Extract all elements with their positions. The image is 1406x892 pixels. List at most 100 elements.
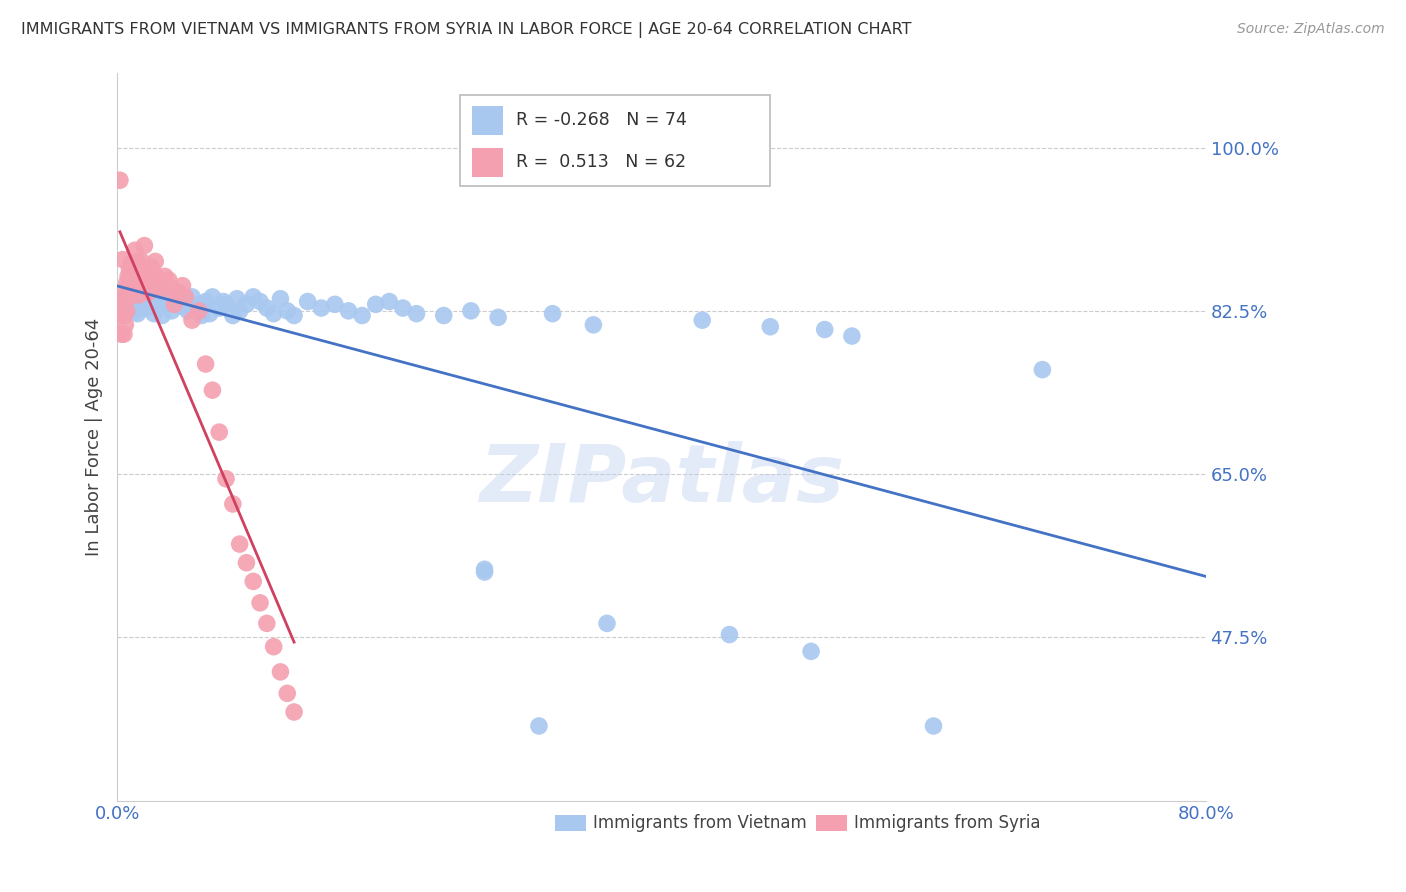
Point bbox=[297, 294, 319, 309]
Point bbox=[143, 254, 166, 268]
Point bbox=[194, 294, 217, 309]
Point bbox=[118, 301, 141, 315]
Point bbox=[187, 297, 209, 311]
Point bbox=[135, 301, 157, 315]
Point bbox=[125, 303, 148, 318]
Point bbox=[132, 273, 155, 287]
Point bbox=[141, 260, 163, 274]
Point bbox=[228, 537, 250, 551]
Point bbox=[378, 294, 401, 309]
Point bbox=[111, 309, 134, 323]
Point bbox=[269, 292, 291, 306]
Point bbox=[129, 269, 152, 284]
Point bbox=[153, 269, 176, 284]
Point bbox=[149, 294, 172, 309]
Point bbox=[1031, 362, 1053, 376]
Text: IMMIGRANTS FROM VIETNAM VS IMMIGRANTS FROM SYRIA IN LABOR FORCE | AGE 20-64 CORR: IMMIGRANTS FROM VIETNAM VS IMMIGRANTS FR… bbox=[21, 22, 911, 38]
Point bbox=[527, 719, 550, 733]
Point bbox=[139, 297, 162, 311]
Point bbox=[198, 307, 221, 321]
Point bbox=[352, 309, 374, 323]
Point bbox=[269, 665, 291, 679]
Point bbox=[181, 313, 204, 327]
Point bbox=[143, 299, 166, 313]
Point bbox=[541, 307, 564, 321]
Point bbox=[127, 285, 149, 300]
Point bbox=[323, 297, 346, 311]
Point bbox=[215, 297, 238, 311]
Point bbox=[112, 327, 135, 342]
Point bbox=[249, 596, 271, 610]
Point bbox=[135, 273, 157, 287]
Point bbox=[256, 616, 278, 631]
Point bbox=[139, 264, 162, 278]
Point bbox=[117, 279, 139, 293]
Point bbox=[131, 292, 153, 306]
Y-axis label: In Labor Force | Age 20-64: In Labor Force | Age 20-64 bbox=[86, 318, 103, 556]
Point bbox=[128, 288, 150, 302]
Point bbox=[134, 238, 156, 252]
Point bbox=[112, 292, 135, 306]
Point bbox=[222, 309, 245, 323]
Point bbox=[256, 301, 278, 315]
Point bbox=[222, 497, 245, 511]
Point bbox=[201, 290, 224, 304]
Point bbox=[276, 686, 298, 700]
Point bbox=[145, 290, 167, 304]
Text: Immigrants from Vietnam: Immigrants from Vietnam bbox=[593, 814, 807, 832]
Point bbox=[814, 322, 837, 336]
Point bbox=[131, 254, 153, 268]
Point bbox=[114, 318, 136, 332]
Point bbox=[177, 303, 200, 318]
Text: Immigrants from Syria: Immigrants from Syria bbox=[853, 814, 1040, 832]
Point bbox=[142, 307, 165, 321]
Point bbox=[128, 294, 150, 309]
Point bbox=[226, 292, 249, 306]
Point bbox=[433, 309, 456, 323]
Point bbox=[118, 290, 141, 304]
Point bbox=[115, 303, 138, 318]
Point bbox=[242, 290, 264, 304]
Point bbox=[405, 307, 427, 321]
Point bbox=[486, 310, 509, 325]
Point bbox=[460, 303, 482, 318]
Point bbox=[190, 309, 212, 323]
Point bbox=[364, 297, 387, 311]
Point bbox=[163, 297, 186, 311]
Point bbox=[174, 292, 197, 306]
Point bbox=[124, 297, 146, 311]
Point bbox=[142, 285, 165, 300]
Point bbox=[157, 273, 180, 287]
Point bbox=[146, 278, 169, 293]
Point bbox=[841, 329, 863, 343]
Point bbox=[122, 260, 145, 274]
Point bbox=[149, 282, 172, 296]
Point bbox=[172, 278, 194, 293]
Point bbox=[114, 285, 136, 300]
Point bbox=[129, 290, 152, 304]
Point bbox=[138, 285, 160, 300]
Point bbox=[596, 616, 619, 631]
Point bbox=[276, 303, 298, 318]
Point bbox=[115, 276, 138, 290]
Point bbox=[263, 307, 285, 321]
Point bbox=[122, 290, 145, 304]
Point bbox=[184, 301, 207, 315]
Point bbox=[111, 252, 134, 267]
Point bbox=[142, 267, 165, 281]
Point bbox=[112, 293, 135, 308]
Point bbox=[167, 290, 190, 304]
Point bbox=[163, 297, 186, 311]
Point bbox=[120, 278, 142, 293]
Text: Source: ZipAtlas.com: Source: ZipAtlas.com bbox=[1237, 22, 1385, 37]
Point bbox=[153, 292, 176, 306]
Point bbox=[392, 301, 415, 315]
Point bbox=[474, 565, 496, 579]
Point bbox=[181, 290, 204, 304]
Point bbox=[145, 273, 167, 287]
Point bbox=[110, 327, 132, 342]
Point bbox=[800, 644, 823, 658]
Point bbox=[117, 269, 139, 284]
Point bbox=[201, 383, 224, 397]
Point bbox=[311, 301, 333, 315]
